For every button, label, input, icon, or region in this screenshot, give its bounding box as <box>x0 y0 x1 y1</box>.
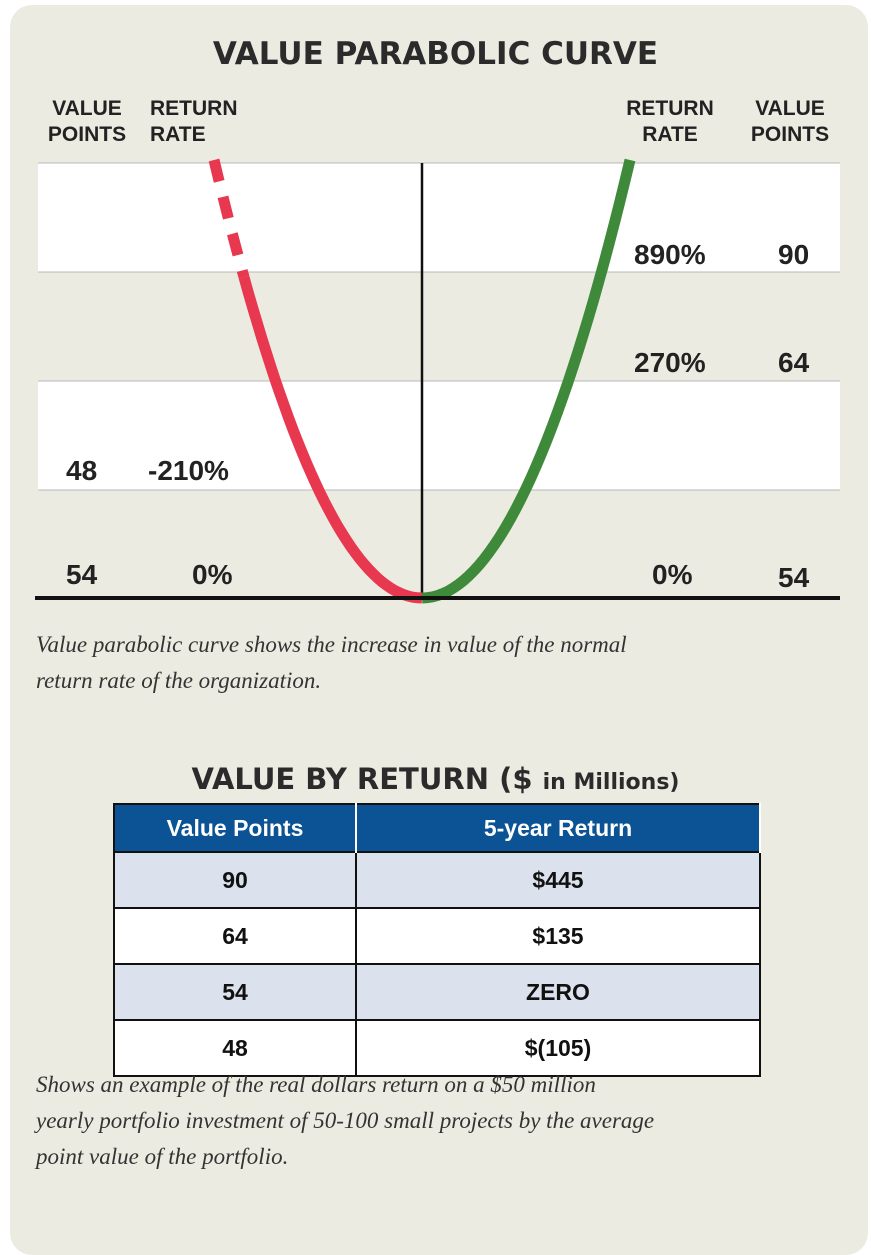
red-curve-dashed <box>208 158 250 279</box>
header-line: RATE <box>642 123 698 146</box>
table-title: VALUE BY RETURN ($ in Millions) <box>0 762 871 796</box>
chart-title: VALUE PARABOLIC CURVE <box>212 36 659 72</box>
footnote-line: point value of the portfolio. <box>36 1144 289 1169</box>
footnote-line: yearly portfolio investment of 50-100 sm… <box>36 1108 655 1133</box>
caption-line: Value parabolic curve shows the increase… <box>36 632 627 657</box>
cell: 64 <box>113 907 357 965</box>
band <box>38 163 840 272</box>
row: 90 $445 <box>113 851 761 909</box>
green-curve <box>421 158 636 604</box>
label: 0% <box>192 559 233 590</box>
label: 54 <box>778 562 810 593</box>
header-cell: Value Points <box>114 804 357 852</box>
row: 64 $135 <box>113 907 761 965</box>
footnote: Shows an example of the real dollars ret… <box>36 1067 836 1175</box>
label: 54 <box>66 559 98 590</box>
header: RETURN RATE <box>150 96 240 148</box>
label: -210% <box>148 455 229 486</box>
curve-diagram: 890% 90 270% 64 0% 54 48 -210% 54 0% <box>35 158 840 604</box>
footnote-line: Shows an example of the real dollars ret… <box>36 1072 596 1097</box>
header-line: RATE <box>150 123 206 146</box>
header-cell: 5-year Return <box>356 804 761 852</box>
cell: $(105) <box>355 1019 761 1077</box>
cell: 48 <box>113 1019 357 1077</box>
cell: 54 <box>113 963 357 1021</box>
label: 270% <box>634 347 706 378</box>
header: RETURN RATE <box>620 96 720 148</box>
header-line: VALUE <box>755 97 825 120</box>
header-line: POINTS <box>750 123 830 146</box>
label: 890% <box>634 239 706 270</box>
row: 48 $(105) <box>113 1019 761 1077</box>
header-line: RETURN <box>150 97 238 120</box>
label: 0% <box>652 559 693 590</box>
label: 90 <box>778 239 809 270</box>
row: 54 ZERO <box>113 963 761 1021</box>
table-title-unit: in Millions) <box>542 770 680 795</box>
caption-line: return rate of the organization. <box>36 668 322 693</box>
header-line: VALUE <box>52 97 122 120</box>
band <box>38 381 840 490</box>
cell: $135 <box>355 907 761 965</box>
red-curve <box>238 275 423 604</box>
cell: $445 <box>355 851 761 909</box>
header: VALUE POINTS <box>740 96 840 148</box>
return-table: Value Points 5-year Return 90 $445 64 $135… <box>113 803 761 1077</box>
header: VALUE POINTS <box>42 96 132 148</box>
header-line: POINTS <box>47 123 127 146</box>
header-line: RETURN <box>626 97 714 120</box>
table-title-main: VALUE BY RETURN ($ <box>191 762 533 796</box>
cell: ZERO <box>355 963 761 1021</box>
caption: Value parabolic curve shows the increase… <box>36 627 836 699</box>
label: 64 <box>778 347 810 378</box>
header-row: Value Points 5-year Return <box>114 804 761 852</box>
label: 48 <box>66 455 97 486</box>
cell: 90 <box>113 851 357 909</box>
